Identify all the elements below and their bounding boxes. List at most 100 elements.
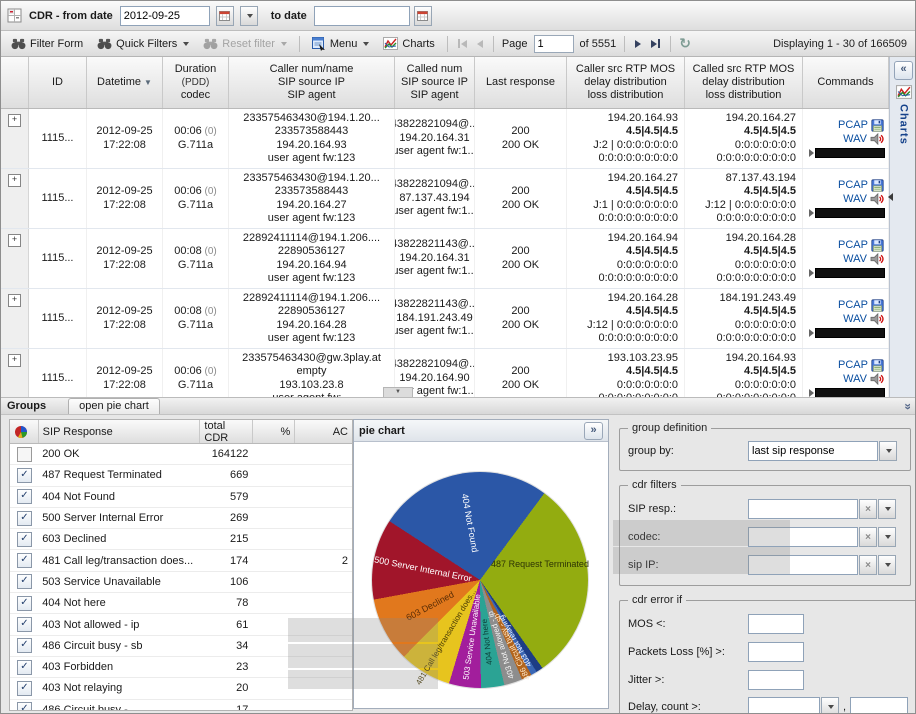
save-pcap-icon[interactable] <box>871 179 884 192</box>
group-by-select[interactable] <box>748 441 878 461</box>
row-checkbox[interactable]: ✓ <box>17 467 32 483</box>
filter-dropdown-button[interactable] <box>878 555 896 575</box>
count-input[interactable] <box>850 697 909 713</box>
sip-response-row[interactable]: ✓ 403 Forbidden 23 <box>10 657 352 679</box>
column-header-datetime[interactable]: Datetime ▼ <box>87 57 163 108</box>
pcap-link[interactable]: PCAP <box>838 119 868 131</box>
row-checkbox[interactable] <box>17 446 32 462</box>
grid-splitter-handle[interactable]: ▼ <box>383 387 413 397</box>
row-checkbox[interactable]: ✓ <box>17 574 32 590</box>
save-pcap-icon[interactable] <box>871 119 884 132</box>
row-checkbox[interactable]: ✓ <box>17 680 32 696</box>
filter-dropdown-button[interactable] <box>878 499 896 519</box>
next-page-button[interactable] <box>633 38 643 50</box>
row-checkbox[interactable]: ✓ <box>17 638 32 654</box>
sip-response-row[interactable]: ✓ 487 Request Terminated 669 <box>10 465 352 487</box>
row-checkbox[interactable]: ✓ <box>17 617 32 633</box>
delay-dropdown-button[interactable] <box>821 697 839 713</box>
cdr-row[interactable]: +1115... 2012-09-25 17:22:08 00:08 (0) G.711… <box>1 229 889 289</box>
column-header-caller[interactable]: Caller num/name SIP source IP SIP agent <box>229 57 395 108</box>
to-date-calendar-button[interactable] <box>413 5 432 26</box>
row-expand-button[interactable]: + <box>8 174 21 187</box>
filter-input[interactable] <box>748 499 858 519</box>
audio-play-icon[interactable] <box>809 209 814 217</box>
wav-link[interactable]: WAV <box>843 252 867 265</box>
play-wav-icon[interactable] <box>870 313 884 326</box>
audio-play-icon[interactable] <box>809 329 814 337</box>
save-pcap-icon[interactable] <box>871 359 884 372</box>
row-expand-button[interactable]: + <box>8 114 21 127</box>
audio-play-icon[interactable] <box>809 149 814 157</box>
audio-progress-bar[interactable] <box>815 328 885 338</box>
clear-filter-button[interactable]: × <box>859 499 877 519</box>
to-date-input[interactable] <box>313 5 410 26</box>
charts-button[interactable]: Charts <box>379 35 438 52</box>
sip-response-row[interactable]: ✓ 404 Not Found 579 <box>10 487 352 508</box>
clear-filter-button[interactable]: × <box>859 555 877 575</box>
group-by-dropdown-button[interactable] <box>879 441 897 461</box>
filter-input[interactable] <box>748 555 858 575</box>
pcap-link[interactable]: PCAP <box>838 299 868 311</box>
delay-select[interactable] <box>748 697 820 713</box>
play-wav-icon[interactable] <box>870 193 884 206</box>
pcap-link[interactable]: PCAP <box>838 359 868 371</box>
from-date-dropdown-button[interactable] <box>239 5 258 26</box>
sip-response-row[interactable]: ✓ 481 Call leg/transaction does... 174 2 <box>10 550 352 572</box>
row-checkbox[interactable]: ✓ <box>17 510 32 526</box>
open-pie-chart-tab[interactable]: open pie chart <box>68 398 160 414</box>
audio-progress-bar[interactable] <box>815 148 885 158</box>
audio-progress-bar[interactable] <box>815 208 885 218</box>
row-checkbox[interactable]: ✓ <box>17 702 32 710</box>
wav-link[interactable]: WAV <box>843 372 867 385</box>
cdr-row[interactable]: +1115... 2012-09-25 17:22:08 00:06 (0) G.711… <box>1 349 889 397</box>
last-page-button[interactable] <box>649 37 662 50</box>
filter-dropdown-button[interactable] <box>878 527 896 547</box>
clear-filter-button[interactable]: × <box>859 527 877 547</box>
sip-response-row[interactable]: ✓ 486 Circuit busy - sb 34 <box>10 636 352 657</box>
quick-filters-button[interactable]: Quick Filters <box>93 36 193 52</box>
error-input[interactable] <box>748 642 804 662</box>
collapse-arrow-icon[interactable] <box>888 193 893 201</box>
sip-response-row[interactable]: ✓ 603 Declined 215 <box>10 529 352 551</box>
sip-response-row[interactable]: ✓ 503 Service Unavailable 106 <box>10 572 352 594</box>
filter-form-button[interactable]: Filter Form <box>7 36 87 52</box>
pie-column-header[interactable] <box>10 420 39 443</box>
audio-progress-bar[interactable] <box>815 388 885 397</box>
column-header-total-cdr[interactable]: total CDR <box>200 420 253 444</box>
cdr-row[interactable]: +1115... 2012-09-25 17:22:08 00:06 (0) G.711… <box>1 169 889 229</box>
column-header-expander[interactable] <box>1 57 29 108</box>
page-input[interactable] <box>533 34 574 53</box>
error-input[interactable] <box>748 670 804 690</box>
from-date-input[interactable] <box>119 5 210 26</box>
row-checkbox[interactable]: ✓ <box>17 531 32 547</box>
row-checkbox[interactable]: ✓ <box>17 659 32 675</box>
menu-button[interactable]: Menu <box>308 35 374 53</box>
collapse-groups-button[interactable]: « <box>900 403 915 410</box>
sip-response-row[interactable]: 200 OK 164122 <box>10 444 352 466</box>
column-header-sip-response[interactable]: SIP Response <box>39 420 201 443</box>
audio-play-icon[interactable] <box>809 389 814 397</box>
play-wav-icon[interactable] <box>870 373 884 386</box>
sip-response-row[interactable]: ✓ 500 Server Internal Error 269 <box>10 508 352 530</box>
sip-response-row[interactable]: ✓ 403 Not allowed - ip 61 <box>10 614 352 636</box>
row-checkbox[interactable]: ✓ <box>17 595 32 611</box>
sip-response-row[interactable]: ✓ 486 Circuit busy - ... 17 <box>10 700 352 710</box>
prev-page-button[interactable] <box>475 38 485 50</box>
sip-response-row[interactable]: ✓ 404 Not here 78 <box>10 593 352 615</box>
column-header-id[interactable]: ID <box>29 57 87 108</box>
wav-link[interactable]: WAV <box>843 312 867 325</box>
pie-chart[interactable] <box>372 472 588 688</box>
row-expand-button[interactable]: + <box>8 354 21 367</box>
column-header-called[interactable]: Called num SIP source IP SIP agent <box>395 57 475 108</box>
from-date-calendar-button[interactable] <box>215 5 234 26</box>
refresh-button[interactable]: ↻ <box>679 35 691 51</box>
first-page-button[interactable] <box>456 37 469 50</box>
error-input[interactable] <box>748 614 804 634</box>
audio-progress-bar[interactable] <box>815 268 885 278</box>
cdr-row[interactable]: +1115... 2012-09-25 17:22:08 00:06 (0) G.711… <box>1 109 889 169</box>
reset-filter-button[interactable]: Reset filter <box>199 36 291 52</box>
column-header-acd[interactable]: AC <box>332 425 348 438</box>
row-checkbox[interactable]: ✓ <box>17 489 32 505</box>
play-wav-icon[interactable] <box>870 133 884 146</box>
row-checkbox[interactable]: ✓ <box>17 553 32 569</box>
